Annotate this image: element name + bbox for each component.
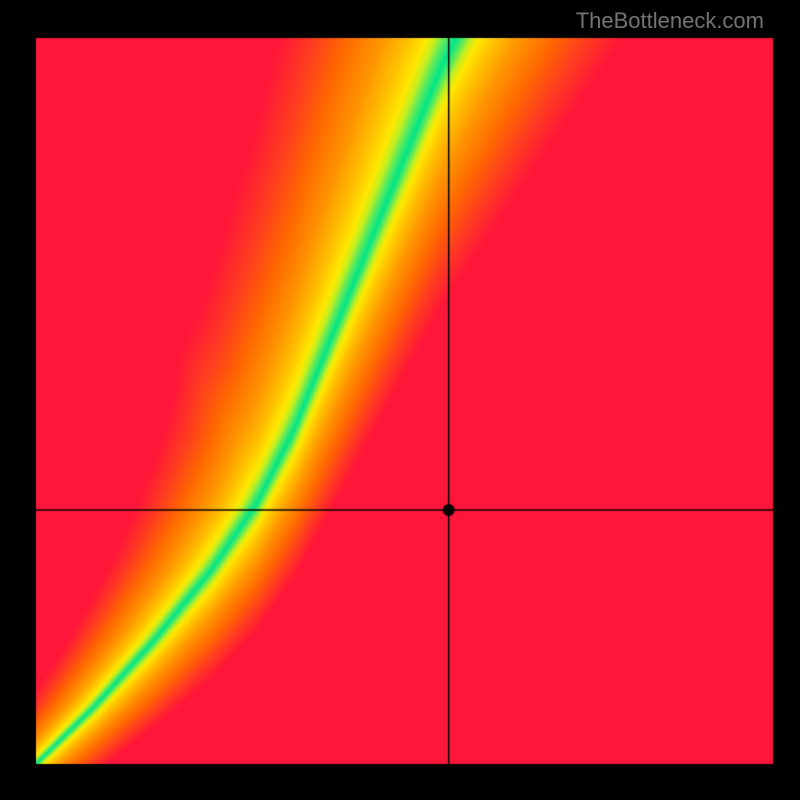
watermark-text: TheBottleneck.com xyxy=(576,8,764,34)
chart-container: TheBottleneck.com xyxy=(0,0,800,800)
heatmap-canvas xyxy=(0,0,800,800)
